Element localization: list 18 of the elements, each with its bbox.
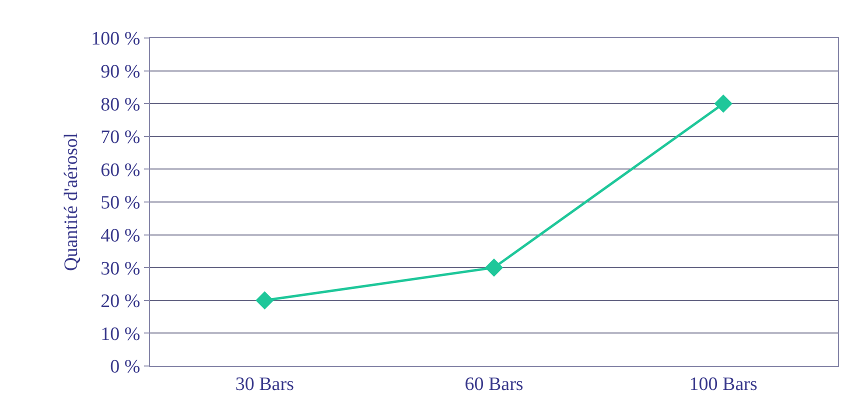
y-tick-label: 40 % xyxy=(100,225,140,246)
x-tick-label: 60 Bars xyxy=(464,374,524,395)
y-tick-label: 80 % xyxy=(100,94,140,116)
point xyxy=(256,291,274,310)
y-tick-label: 20 % xyxy=(100,291,140,312)
y-tick-label: 100 % xyxy=(91,28,140,50)
x-tick-label: 100 Bars xyxy=(689,374,758,395)
x-tick-label: 30 Bars xyxy=(235,374,294,395)
y-axis-title: Quantité d'aérosol xyxy=(60,133,82,271)
y-tick-label: 0 % xyxy=(110,356,140,378)
y-tick-label: 60 % xyxy=(100,160,140,181)
point xyxy=(484,258,504,277)
y-tick-label: 70 % xyxy=(100,127,140,148)
point xyxy=(714,94,732,113)
y-tick-label: 50 % xyxy=(100,192,140,214)
y-tick-label: 10 % xyxy=(100,324,140,345)
y-tick-label: 30 % xyxy=(100,258,140,280)
y-tick-label: 90 % xyxy=(100,61,140,82)
